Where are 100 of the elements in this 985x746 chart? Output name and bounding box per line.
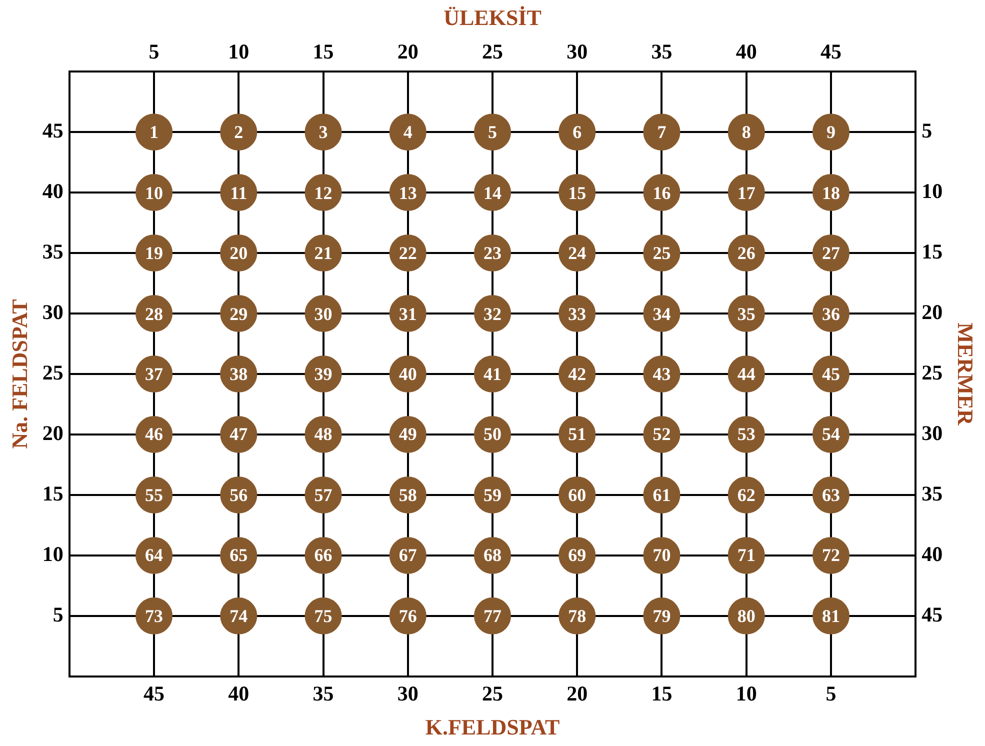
annotation: 47 <box>230 424 248 444</box>
annotation: 25 <box>652 243 671 264</box>
y-tick-label: 40 <box>42 178 64 203</box>
annotation: 60 <box>568 484 586 505</box>
annotation: 61 <box>652 484 671 505</box>
annotation: 50 <box>484 424 502 444</box>
annotation: 16 <box>652 182 671 203</box>
annotation: 21 <box>314 243 332 264</box>
annotation: 72 <box>822 545 840 566</box>
annotation: 80 <box>737 606 756 626</box>
annotation: 56 <box>230 484 248 505</box>
x-tick-label: 5 <box>826 681 836 706</box>
x2-axis-title: ÜLEKSİT <box>444 4 542 30</box>
annotation: 32 <box>484 304 502 324</box>
annotation: 27 <box>822 243 840 264</box>
y2-tick-label: 45 <box>922 602 943 626</box>
annotation: 44 <box>737 364 756 384</box>
y-tick-label: 20 <box>42 420 64 445</box>
annotation: 76 <box>398 606 417 626</box>
y-tick-label: 30 <box>42 300 64 324</box>
y-tick-label: 15 <box>42 481 64 506</box>
y2-tick-label: 25 <box>922 360 943 384</box>
y2-tick-label: 20 <box>922 300 943 324</box>
annotation: 38 <box>230 364 248 384</box>
x-tick-label: 25 <box>482 681 503 706</box>
annotation: 66 <box>314 545 332 566</box>
annotation: 63 <box>822 484 840 505</box>
annotation: 34 <box>652 304 671 324</box>
annotation: 10 <box>145 182 164 203</box>
annotation: 81 <box>822 606 840 626</box>
annotation: 43 <box>652 364 671 384</box>
annotation: 18 <box>822 182 840 203</box>
annotation: 41 <box>484 364 502 384</box>
annotation: 19 <box>145 243 164 264</box>
annotation: 42 <box>568 364 586 384</box>
x-tick-label: 35 <box>312 681 334 706</box>
annotation: 55 <box>145 484 164 505</box>
x-tick-label: 40 <box>228 681 250 706</box>
x2-tick-label: 5 <box>148 39 160 64</box>
annotation: 78 <box>568 606 586 626</box>
annotation: 33 <box>568 304 586 324</box>
annotation: 14 <box>484 182 502 203</box>
y-tick-label: 35 <box>42 239 64 264</box>
annotation: 52 <box>652 424 671 444</box>
annotation: 31 <box>398 304 417 324</box>
annotation: 69 <box>568 545 586 566</box>
x-tick-label: 45 <box>144 681 165 706</box>
annotation: 11 <box>230 182 248 203</box>
annotation: 67 <box>398 545 417 566</box>
y-axis-title: Na. FELDSPAT <box>6 298 32 449</box>
annotation: 20 <box>230 243 248 264</box>
x-axis-title: K.FELDSPAT <box>425 714 560 740</box>
annotation: 64 <box>145 545 164 566</box>
x-tick-label: 30 <box>397 681 418 706</box>
annotation: 71 <box>737 545 756 566</box>
annotation: 1 <box>150 122 159 142</box>
annotation: 36 <box>822 304 840 324</box>
y2-tick-label: 5 <box>922 118 932 142</box>
y-tick-label: 45 <box>42 118 64 142</box>
y-tick-label: 5 <box>52 602 64 626</box>
annotation: 35 <box>737 304 756 324</box>
annotation: 17 <box>737 182 756 203</box>
annotation: 28 <box>145 304 164 324</box>
annotation: 24 <box>568 243 586 264</box>
annotation: 73 <box>145 606 164 626</box>
annotation: 53 <box>737 424 756 444</box>
y-tick-label: 25 <box>42 360 64 384</box>
annotation: 70 <box>652 545 671 566</box>
x-tick-label: 15 <box>651 681 672 706</box>
annotation: 3 <box>318 122 328 142</box>
x2-tick-label: 35 <box>651 39 672 64</box>
annotation: 29 <box>230 304 248 324</box>
annotation: 74 <box>230 606 248 626</box>
annotation: 26 <box>737 243 756 264</box>
x2-tick-label: 10 <box>228 39 250 64</box>
y2-tick-label: 30 <box>922 420 943 445</box>
annotation: 57 <box>314 484 332 505</box>
annotation: 40 <box>398 364 417 384</box>
x2-tick-label: 40 <box>736 39 757 64</box>
annotation: 68 <box>484 545 502 566</box>
annotation: 2 <box>234 122 244 142</box>
annotation: 51 <box>568 424 586 444</box>
annotation: 6 <box>572 122 582 142</box>
annotation: 39 <box>314 364 332 384</box>
annotation: 62 <box>737 484 756 505</box>
annotation: 7 <box>657 122 666 142</box>
x2-tick-label: 45 <box>820 39 842 64</box>
annotation: 12 <box>314 182 332 203</box>
x-tick-label: 10 <box>736 681 757 706</box>
y-tick-label: 10 <box>42 542 64 566</box>
annotation: 77 <box>484 606 502 626</box>
annotation: 45 <box>822 364 840 384</box>
annotation: 48 <box>314 424 332 444</box>
annotation: 65 <box>230 545 248 566</box>
annotation: 46 <box>145 424 164 444</box>
annotation: 5 <box>488 122 497 142</box>
y2-tick-label: 10 <box>922 178 943 203</box>
annotation: 13 <box>398 182 417 203</box>
annotation: 58 <box>398 484 417 505</box>
annotation: 8 <box>742 122 751 142</box>
